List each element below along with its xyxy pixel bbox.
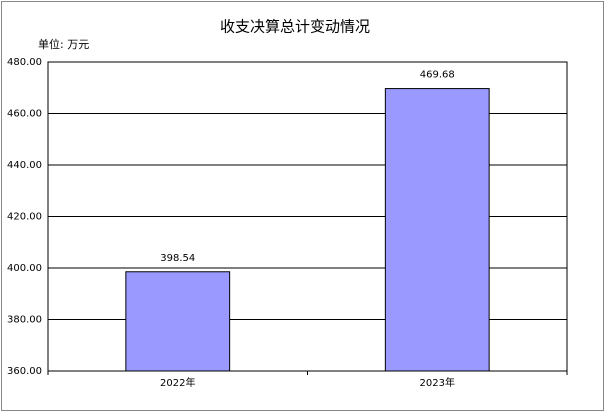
bar [384,88,490,372]
y-tick-label: 480.00 [7,57,42,68]
x-tick-label: 2022年 [160,376,195,389]
y-tick-label: 440.00 [7,160,42,171]
chart-title: 收支决算总计变动情况 [220,18,370,36]
x-tick-label: 2023年 [420,376,455,389]
y-tick-label: 460.00 [7,109,42,120]
unit-label: 单位: 万元 [38,37,89,51]
data-label: 469.68 [420,70,455,81]
bar [125,271,231,372]
y-tick-label: 420.00 [7,212,42,223]
y-tick-label: 400.00 [7,263,42,274]
data-label: 398.54 [160,253,195,264]
y-tick-label: 360.00 [7,366,42,377]
y-tick-label: 380.00 [7,315,42,326]
